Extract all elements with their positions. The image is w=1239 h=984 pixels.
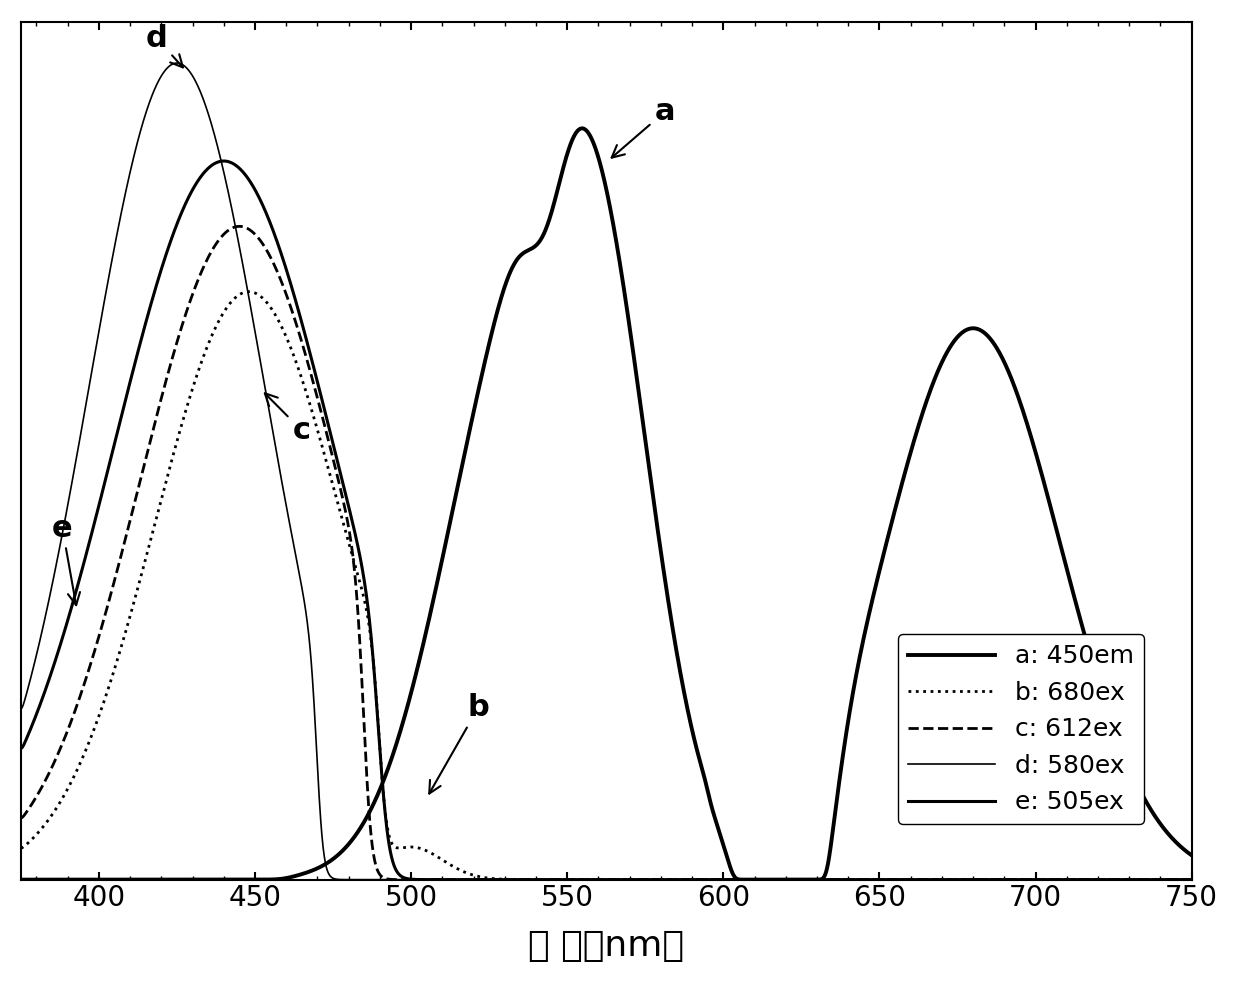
a: 450em: (441, 1.41e-08): 450em: (441, 1.41e-08) (219, 874, 234, 886)
a: 450em: (418, 1.72e-15): 450em: (418, 1.72e-15) (149, 874, 164, 886)
e: 505ex: (441, 0.88): 505ex: (441, 0.88) (219, 155, 234, 167)
a: 450em: (755, 0.0201): 450em: (755, 0.0201) (1199, 857, 1214, 869)
b: 680ex: (537, 3.89e-05): 680ex: (537, 3.89e-05) (520, 874, 535, 886)
e: 505ex: (755, 3.12e-87): 505ex: (755, 3.12e-87) (1199, 874, 1214, 886)
a: 450em: (748, 0.0362): 450em: (748, 0.0362) (1177, 844, 1192, 856)
e: 505ex: (537, 9.48e-15): 505ex: (537, 9.48e-15) (520, 874, 535, 886)
c: 612ex: (537, 9.75e-21): 612ex: (537, 9.75e-21) (520, 874, 535, 886)
b: 680ex: (441, 0.7): 680ex: (441, 0.7) (219, 302, 234, 314)
a: 450em: (707, 0.427): 450em: (707, 0.427) (1049, 525, 1064, 537)
b: 680ex: (375, 0.0387): 680ex: (375, 0.0387) (14, 842, 28, 854)
b: 680ex: (418, 0.442): 680ex: (418, 0.442) (149, 513, 164, 524)
Legend: a: 450em, b: 680ex, c: 612ex, d: 580ex, e: 505ex: a: 450em, b: 680ex, c: 612ex, d: 580ex, … (897, 635, 1144, 825)
a: 450em: (521, 0.585): 450em: (521, 0.585) (468, 397, 483, 408)
d: 580ex: (707, 2.34e-125): 580ex: (707, 2.34e-125) (1049, 874, 1064, 886)
c: 612ex: (521, 1.98e-14): 612ex: (521, 1.98e-14) (468, 874, 483, 886)
d: 580ex: (441, 0.849): 580ex: (441, 0.849) (219, 180, 234, 192)
Text: c: c (265, 394, 311, 445)
Text: a: a (612, 97, 675, 157)
c: 612ex: (375, 0.0754): 612ex: (375, 0.0754) (14, 812, 28, 824)
Text: e: e (52, 514, 81, 605)
X-axis label: 波 长（nm）: 波 长（nm） (528, 929, 684, 963)
c: 612ex: (441, 0.793): 612ex: (441, 0.793) (219, 225, 234, 237)
e: 505ex: (748, 1.24e-84): 505ex: (748, 1.24e-84) (1177, 874, 1192, 886)
a: 450em: (555, 0.92): 450em: (555, 0.92) (575, 122, 590, 134)
d: 580ex: (418, 0.972): 580ex: (418, 0.972) (149, 80, 164, 92)
d: 580ex: (537, 2.43e-33): 580ex: (537, 2.43e-33) (520, 874, 535, 886)
b: 680ex: (521, 0.00459): 680ex: (521, 0.00459) (468, 870, 483, 882)
a: 450em: (537, 0.77): 450em: (537, 0.77) (520, 245, 535, 257)
b: 680ex: (448, 0.72): 680ex: (448, 0.72) (242, 285, 256, 297)
b: 680ex: (755, 2.07e-115): 680ex: (755, 2.07e-115) (1199, 874, 1214, 886)
e: 505ex: (375, 0.161): 505ex: (375, 0.161) (14, 743, 28, 755)
d: 580ex: (425, 1): 580ex: (425, 1) (170, 57, 185, 69)
Line: c: 612ex: c: 612ex (21, 226, 1207, 880)
d: 580ex: (521, 3.06e-25): 580ex: (521, 3.06e-25) (468, 874, 483, 886)
e: 505ex: (521, 6.14e-10): 505ex: (521, 6.14e-10) (468, 874, 483, 886)
c: 612ex: (707, 2.75e-92): 612ex: (707, 2.75e-92) (1049, 874, 1064, 886)
b: 680ex: (748, 6.13e-112): 680ex: (748, 6.13e-112) (1177, 874, 1192, 886)
a: 450em: (607, 0): 450em: (607, 0) (738, 874, 753, 886)
e: 505ex: (440, 0.88): 505ex: (440, 0.88) (217, 155, 232, 167)
c: 612ex: (748, 2.13e-111): 612ex: (748, 2.13e-111) (1177, 874, 1192, 886)
c: 612ex: (445, 0.8): 612ex: (445, 0.8) (232, 220, 247, 232)
d: 580ex: (748, 5.72e-150): 580ex: (748, 5.72e-150) (1177, 874, 1192, 886)
a: 450em: (375, 7.1e-30): 450em: (375, 7.1e-30) (14, 874, 28, 886)
b: 680ex: (707, 3.27e-92): 680ex: (707, 3.27e-92) (1049, 874, 1064, 886)
Text: d: d (146, 24, 183, 67)
c: 612ex: (418, 0.565): 612ex: (418, 0.565) (149, 412, 164, 424)
Line: a: 450em: a: 450em (21, 128, 1207, 880)
Text: b: b (429, 694, 489, 793)
e: 505ex: (707, 8.29e-70): 505ex: (707, 8.29e-70) (1049, 874, 1064, 886)
e: 505ex: (418, 0.727): 505ex: (418, 0.727) (149, 280, 164, 292)
Line: b: 680ex: b: 680ex (21, 291, 1207, 880)
Line: d: 580ex: d: 580ex (21, 63, 1207, 880)
c: 612ex: (755, 9.43e-115): 612ex: (755, 9.43e-115) (1199, 874, 1214, 886)
d: 580ex: (375, 0.209): 580ex: (375, 0.209) (14, 704, 28, 715)
Line: e: 505ex: e: 505ex (21, 161, 1207, 880)
d: 580ex: (755, 2.6e-154): 580ex: (755, 2.6e-154) (1199, 874, 1214, 886)
